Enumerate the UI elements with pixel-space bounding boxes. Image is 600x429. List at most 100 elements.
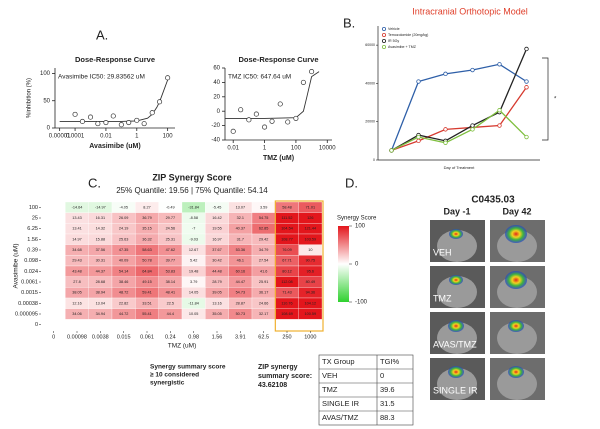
point: [293, 115, 299, 121]
point: [269, 118, 275, 124]
point: [262, 124, 268, 130]
note: 43.62108: [258, 382, 287, 389]
cell-label: 110.76: [281, 301, 292, 305]
mouse-head: [437, 276, 477, 308]
cell-label: 13.16: [212, 301, 222, 305]
cell-label: 54.75: [259, 216, 269, 220]
y-tick-label: 0.098: [24, 258, 38, 264]
cell-label: 121.44: [305, 227, 317, 231]
cell-label: 28.87: [236, 301, 246, 305]
y-tick-label: 0.39: [27, 247, 38, 253]
colorbar: [338, 226, 349, 302]
cell-label: 10: [308, 248, 312, 252]
bracket: [542, 57, 549, 141]
cell-label: 39.05: [212, 291, 222, 295]
note: Synergy summary score: [150, 364, 226, 371]
point: [103, 119, 109, 126]
colorbar-tick-label: 100: [355, 224, 366, 230]
table-cell: AVAS/TMZ: [322, 413, 359, 422]
cell-label: 13.07: [236, 205, 246, 209]
cell-label: 48.41: [166, 291, 176, 295]
cell-label: 58.48: [282, 205, 292, 209]
x-tick-label: 0.0001: [66, 134, 85, 140]
cell-label: 32.1: [237, 216, 244, 220]
note: ≥ 10 considered: [150, 372, 199, 379]
point: [149, 110, 155, 116]
x-tick-label: 1000: [304, 334, 316, 340]
signal: [449, 229, 463, 239]
cell-label: 100.59: [305, 312, 317, 316]
cell-label: -7: [192, 227, 195, 231]
cell-label: 46.1: [237, 259, 244, 263]
point: [230, 128, 236, 134]
cell-label: 28.68: [96, 280, 106, 284]
cell-label: 44.48: [212, 269, 222, 273]
cell-label: 24.66: [259, 301, 269, 305]
x-tick-label: 0.01: [227, 146, 239, 152]
cell-label: 54.73: [236, 291, 246, 295]
cell-label: 8.27: [143, 205, 150, 209]
point: [497, 123, 502, 128]
cell-label: 44.37: [96, 269, 106, 273]
cell-label: -11.84: [188, 301, 198, 305]
cell-label: 25.63: [119, 237, 129, 241]
cell-label: 36.17: [259, 291, 269, 295]
x-tick-label: 0.24: [165, 334, 176, 340]
cell-label: 29.42: [259, 237, 269, 241]
cell-label: 39.77: [166, 259, 176, 263]
cell-label: 29.77: [166, 216, 176, 220]
y-tick-label: 20: [213, 94, 220, 100]
annotation: *: [554, 97, 557, 103]
point: [165, 75, 171, 81]
y-tick-label: 0: [373, 158, 375, 162]
point: [246, 117, 252, 123]
table-cell: SINGLE IR: [322, 399, 360, 408]
table-header: TGI%: [380, 357, 399, 366]
legend-label: IR 5Gy: [388, 39, 399, 43]
cell-label: 55.41: [142, 312, 152, 316]
x-tick-label: 250: [282, 334, 291, 340]
signal: [508, 320, 524, 332]
y-tick-label: 0: [35, 322, 38, 328]
y-tick-label: 6.25: [27, 226, 38, 232]
x-tick-label: 0.01: [100, 134, 112, 140]
y-tick-label: 100: [29, 205, 38, 211]
point: [470, 127, 475, 132]
cell-label: 64.84: [142, 269, 152, 273]
x-tick-label: 0.98: [188, 334, 199, 340]
cell-label: -9.03: [189, 237, 198, 241]
cell-label: 48.72: [119, 291, 129, 295]
group-label: TMZ: [433, 293, 452, 303]
note: summary score:: [258, 373, 312, 380]
note: ZIP synergy: [258, 364, 298, 371]
cell-label: 16.42: [212, 216, 222, 220]
note: synergistic: [150, 380, 185, 387]
point: [443, 140, 448, 145]
point: [416, 138, 421, 144]
x-tick-label: 0.00001: [49, 134, 71, 140]
cell-label: 30.42: [212, 259, 222, 263]
imaging-title: C0435.03: [471, 195, 515, 206]
cell-label: 22.82: [119, 301, 129, 305]
y-tick-label: 1.56: [27, 237, 38, 243]
point: [497, 62, 502, 67]
cell-label: 58.63: [142, 248, 152, 252]
cell-label: 40.37: [236, 227, 246, 231]
cell-label: 13.43: [72, 216, 82, 220]
cell-label: 53.36: [236, 248, 246, 252]
y-tick-label: 0: [217, 109, 221, 115]
point: [95, 121, 101, 127]
cell-label: 22.5: [167, 301, 174, 305]
mouse-head: [497, 322, 537, 354]
cell-label: 14.97: [72, 237, 82, 241]
cell-label: 37.67: [212, 248, 222, 252]
cell-label: -5.45: [213, 205, 222, 209]
point: [470, 67, 475, 73]
series-line: [391, 86, 528, 152]
point: [416, 134, 421, 140]
x-tick-label: 100: [291, 146, 302, 152]
cell-label: 71.43: [282, 291, 292, 295]
point: [524, 85, 529, 90]
colorbar-tick-label: -100: [355, 300, 368, 306]
